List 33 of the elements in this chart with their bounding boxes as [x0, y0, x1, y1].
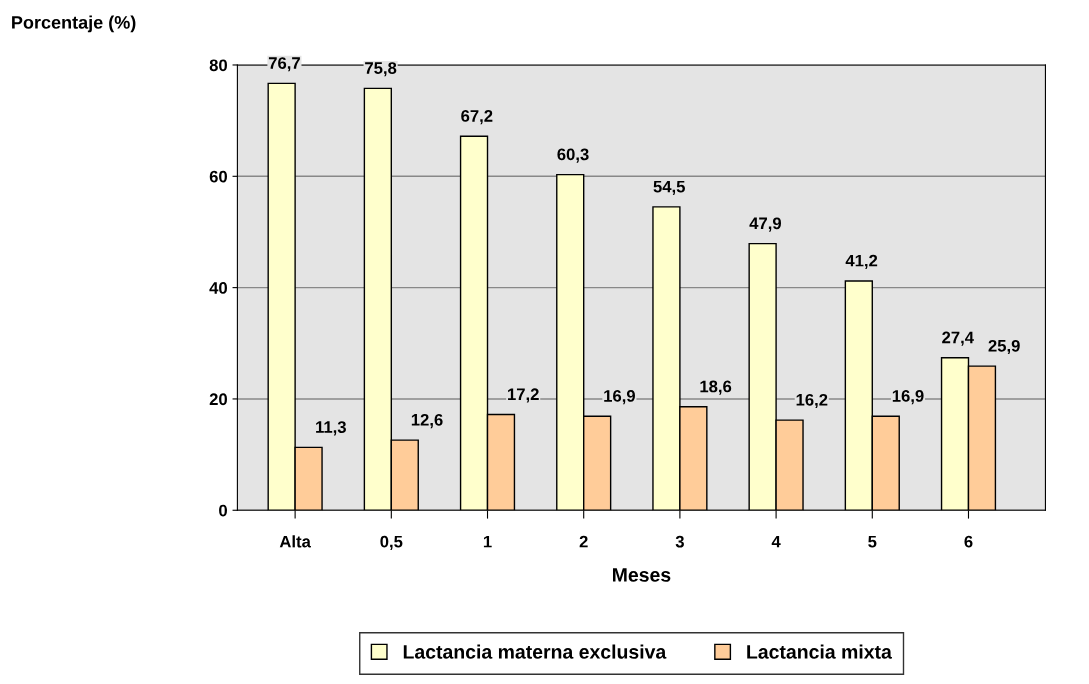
data-label: 25,9: [988, 339, 1020, 355]
data-label: 27,4: [942, 331, 974, 346]
y-tick-label: 60: [209, 170, 227, 183]
data-label: 18,6: [700, 380, 732, 395]
legend-label: Lactancia mixta: [747, 644, 892, 659]
x-tick-label: Alta: [279, 535, 311, 548]
data-label: 12,6: [411, 413, 443, 429]
y-axis-title: Porcentaje (%): [12, 15, 136, 33]
y-tick-label: 40: [209, 282, 227, 294]
y-tick-label: 0: [219, 504, 227, 517]
x-axis-title: Meses: [613, 568, 671, 582]
x-tick-label: 6: [964, 535, 973, 548]
data-label: 47,9: [749, 217, 782, 232]
data-label: 67,2: [461, 110, 493, 125]
data-label: 16,9: [604, 389, 635, 405]
x-tick-label: 2: [579, 535, 588, 548]
data-label: 41,2: [845, 254, 878, 269]
x-tick-label: 4: [771, 535, 781, 548]
y-tick-label: 20: [209, 393, 227, 406]
data-label: 11,3: [316, 421, 346, 436]
data-label: 54,5: [653, 180, 685, 195]
data-label: 17,2: [508, 388, 539, 403]
data-label: 60,3: [557, 148, 589, 163]
data-label: 16,9: [892, 389, 924, 405]
data-label: 76,7: [268, 57, 300, 72]
x-tick-label: 3: [675, 535, 684, 548]
x-tick-label: 0,5: [380, 535, 403, 550]
y-tick-label: 80: [209, 59, 227, 72]
data-label: 16,2: [796, 393, 828, 409]
x-tick-label: 5: [868, 535, 877, 548]
data-label: 75,8: [365, 62, 397, 77]
x-tick-label: 1: [483, 535, 492, 548]
legend-label: Lactancia materna exclusiva: [403, 644, 667, 659]
